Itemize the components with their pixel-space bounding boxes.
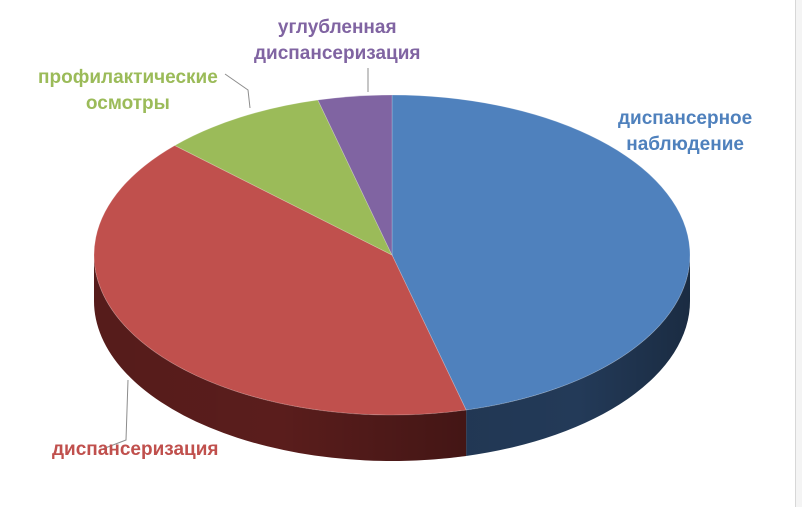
label-preventive-exams: профилактические осмотры xyxy=(38,65,218,117)
label-dispensary-observation: диспансерное наблюдение xyxy=(618,106,752,158)
label-in-depth-dispensarization: углубленная диспансеризация xyxy=(254,15,420,67)
label-line: диспансерное xyxy=(618,108,753,129)
pie-tops xyxy=(93,94,691,416)
slice-dispensarization-side xyxy=(94,255,467,461)
label-line: диспансеризация xyxy=(52,439,219,460)
slice-dispensary-observation xyxy=(391,94,691,411)
slice-dispensarization xyxy=(93,145,467,416)
window-edge xyxy=(795,0,802,507)
leader-lines xyxy=(99,68,369,451)
slice-preventive-exams xyxy=(173,99,393,256)
leader-preventive-exams xyxy=(224,73,251,109)
pie-sides xyxy=(94,255,690,461)
label-dispensarization: диспансеризация xyxy=(52,437,218,463)
label-line: диспансеризация xyxy=(254,43,421,64)
label-line: углубленная xyxy=(277,17,397,38)
leader-dispensarization xyxy=(99,379,129,451)
label-line: наблюдение xyxy=(626,134,744,155)
label-line: профилактические xyxy=(38,67,218,88)
label-line: осмотры xyxy=(85,93,170,114)
slice-in-depth-dispensarization xyxy=(317,94,393,256)
slice-dispensary-observation-side xyxy=(466,255,690,456)
